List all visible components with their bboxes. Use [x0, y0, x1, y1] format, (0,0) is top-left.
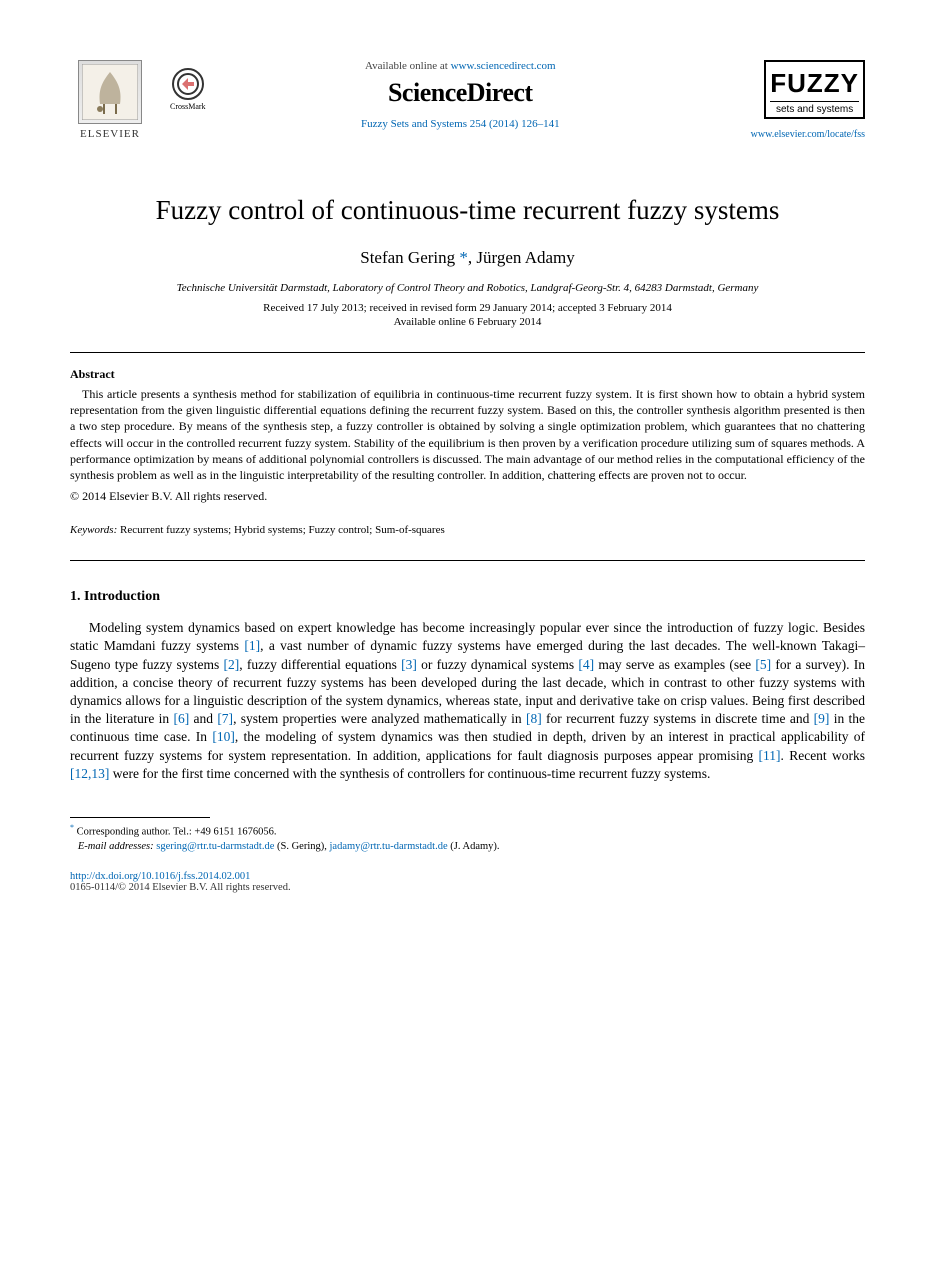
crossmark-icon: [172, 68, 204, 100]
crossmark-label: CrossMark: [170, 102, 206, 111]
corresponding-footnote: * Corresponding author. Tel.: +49 6151 1…: [70, 822, 865, 840]
cite-3[interactable]: [3]: [401, 657, 417, 672]
abstract-heading: Abstract: [70, 367, 865, 382]
cite-8[interactable]: [8]: [526, 711, 542, 726]
sciencedirect-url[interactable]: www.sciencedirect.com: [451, 60, 556, 72]
section-1-heading: 1. Introduction: [70, 589, 865, 605]
intro-text-i: for recurrent fuzzy systems in discrete …: [542, 711, 814, 726]
received-dates: Received 17 July 2013; received in revis…: [70, 302, 865, 314]
abstract-body: This article presents a synthesis method…: [70, 386, 865, 483]
cite-9[interactable]: [9]: [814, 711, 830, 726]
locate-url[interactable]: www.elsevier.com/locate/fss: [715, 129, 865, 140]
email-1-who: (S. Gering),: [274, 841, 329, 852]
journal-logo-big: FUZZY: [770, 68, 859, 102]
elsevier-logo: ELSEVIER: [70, 60, 150, 140]
sciencedirect-logo: ScienceDirect: [216, 78, 705, 108]
journal-logo: FUZZY sets and systems: [764, 60, 865, 119]
cite-2[interactable]: [2]: [224, 657, 240, 672]
intro-paragraph: Modeling system dynamics based on expert…: [70, 619, 865, 783]
email-footnote: E-mail addresses: sgering@rtr.tu-darmsta…: [70, 840, 865, 855]
intro-text-e: may serve as examples (see: [594, 657, 755, 672]
keywords-line: Keywords: Recurrent fuzzy systems; Hybri…: [70, 524, 865, 536]
email-1[interactable]: sgering@rtr.tu-darmstadt.de: [156, 841, 274, 852]
issn-line: 0165-0114/© 2014 Elsevier B.V. All right…: [70, 882, 865, 893]
journal-logo-small: sets and systems: [770, 102, 859, 115]
intro-text-g: and: [189, 711, 217, 726]
cite-10[interactable]: [10]: [212, 729, 235, 744]
abstract-copyright: © 2014 Elsevier B.V. All rights reserved…: [70, 489, 865, 504]
intro-text-m: were for the first time concerned with t…: [109, 766, 710, 781]
divider-bottom: [70, 560, 865, 561]
header-right: FUZZY sets and systems www.elsevier.com/…: [715, 60, 865, 140]
email-label: E-mail addresses:: [78, 841, 154, 852]
email-2-who: (J. Adamy).: [448, 841, 500, 852]
elsevier-tree-icon: [78, 60, 142, 124]
cite-6[interactable]: [6]: [173, 711, 189, 726]
cite-7[interactable]: [7]: [217, 711, 233, 726]
intro-text-c: , fuzzy differential equations: [239, 657, 401, 672]
cite-11[interactable]: [11]: [759, 748, 781, 763]
cite-5[interactable]: [5]: [755, 657, 771, 672]
cite-4[interactable]: [4]: [578, 657, 594, 672]
corresponding-star-icon: *: [455, 248, 468, 267]
footnote-separator: [70, 817, 210, 818]
intro-text-l: . Recent works: [781, 748, 865, 763]
elsevier-label: ELSEVIER: [80, 128, 140, 140]
crossmark-badge[interactable]: CrossMark: [170, 68, 206, 111]
online-date: Available online 6 February 2014: [70, 316, 865, 328]
author-1: Stefan Gering: [360, 248, 455, 267]
available-prefix: Available online at: [365, 60, 451, 72]
cite-1[interactable]: [1]: [244, 638, 260, 653]
divider-top: [70, 352, 865, 353]
affiliation: Technische Universität Darmstadt, Labora…: [70, 282, 865, 294]
footnote-star-icon: *: [70, 823, 74, 832]
page-header: ELSEVIER CrossMark Available online at w…: [70, 60, 865, 140]
keywords-label: Keywords:: [70, 524, 117, 536]
header-center: Available online at www.sciencedirect.co…: [206, 60, 715, 130]
intro-text-d: or fuzzy dynamical systems: [417, 657, 579, 672]
left-logo-group: ELSEVIER CrossMark: [70, 60, 206, 140]
cite-12-13[interactable]: [12,13]: [70, 766, 109, 781]
authors-line: Stefan Gering *, Jürgen Adamy: [70, 248, 865, 268]
doi-link[interactable]: http://dx.doi.org/10.1016/j.fss.2014.02.…: [70, 871, 865, 882]
journal-reference[interactable]: Fuzzy Sets and Systems 254 (2014) 126–14…: [216, 118, 705, 130]
keywords-text: Recurrent fuzzy systems; Hybrid systems;…: [117, 524, 445, 536]
available-online-line: Available online at www.sciencedirect.co…: [216, 60, 705, 72]
intro-text-h: , system properties were analyzed mathem…: [233, 711, 526, 726]
corresponding-text: Corresponding author. Tel.: +49 6151 167…: [77, 827, 277, 838]
author-2: Jürgen Adamy: [476, 248, 574, 267]
email-2[interactable]: jadamy@rtr.tu-darmstadt.de: [330, 841, 448, 852]
article-title: Fuzzy control of continuous-time recurre…: [70, 195, 865, 226]
